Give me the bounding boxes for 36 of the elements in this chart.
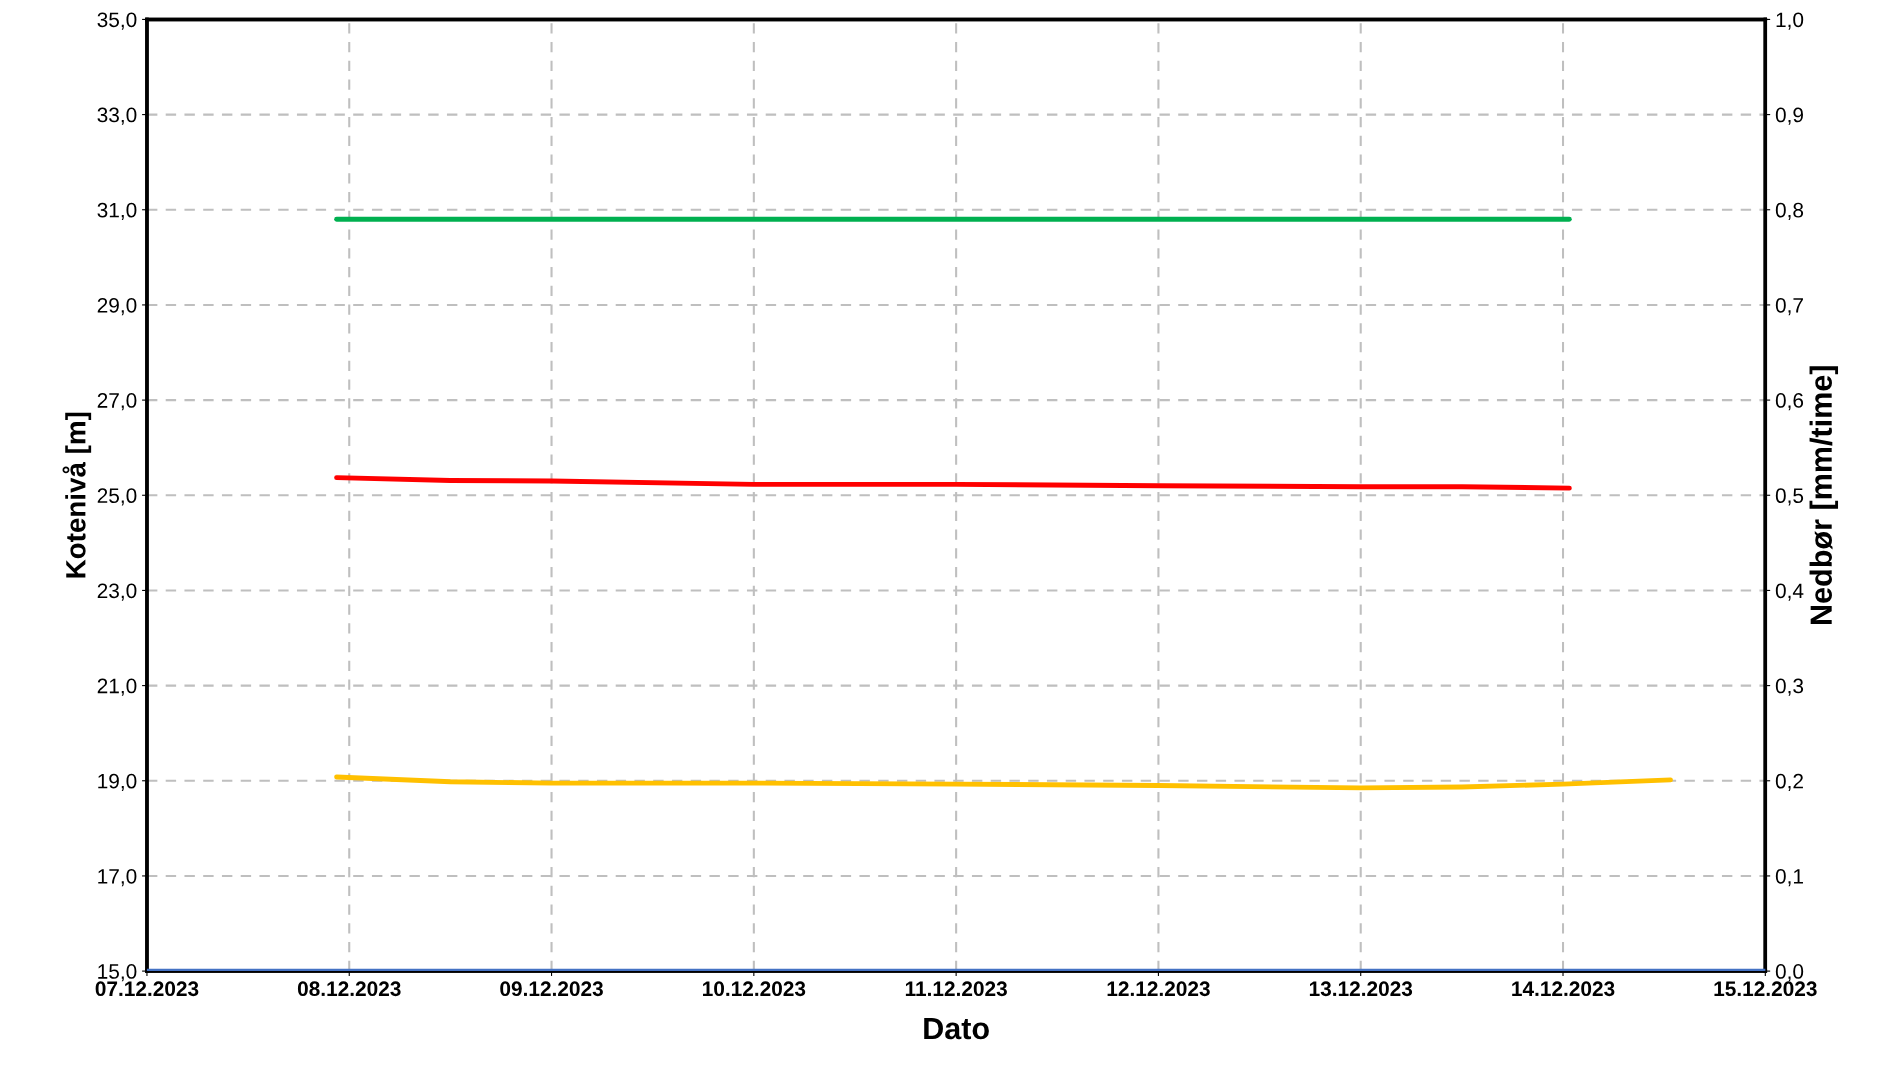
y-tick-label: 35,0	[97, 12, 137, 30]
y-tick-label: 21,0	[97, 678, 137, 696]
y2-tick-label: 0,2	[1775, 773, 1803, 791]
y-tick-label: 27,0	[97, 393, 137, 411]
x-tick-label: 11.12.2023	[905, 981, 1007, 997]
y-tick-label: 33,0	[97, 107, 137, 125]
y2-tick-label: 0,7	[1775, 297, 1803, 316]
y-tick-label: 23,0	[97, 583, 137, 601]
y-axis-title: Kotenivå [m]	[62, 412, 92, 578]
y2-tick-label: 1,0	[1776, 12, 1804, 30]
x-tick-label: 09.12.2023	[500, 981, 603, 997]
y-tick-label: 31,0	[97, 202, 137, 220]
y2-tick-label: 0,1	[1775, 868, 1803, 887]
x-tick-label: 14.12.2023	[1512, 981, 1615, 997]
x-tick-label: 13.12.2023	[1309, 981, 1413, 997]
y2-tick-label: 0,8	[1775, 202, 1804, 220]
y-tick-label: 25,0	[97, 488, 137, 506]
y-tick-label: 29,0	[97, 297, 137, 316]
y2-tick-label: 0,5	[1775, 488, 1804, 506]
y2-axis-title: Nedbør [mm/time]	[1809, 366, 1839, 624]
y2-tick-label: 0,3	[1775, 678, 1804, 696]
x-tick-label: 12.12.2023	[1107, 981, 1210, 997]
x-tick-label: 10.12.2023	[703, 981, 806, 997]
y-tick-label: 15,0	[98, 964, 137, 982]
line-series	[334, 475, 1572, 491]
y2-tick-label: 0,4	[1775, 583, 1804, 601]
x-tick-label: 15.12.2023	[1714, 981, 1817, 997]
y2-tick-label: 0,6	[1775, 393, 1804, 411]
line-series	[334, 774, 1673, 791]
x-axis-title: Dato	[924, 1018, 989, 1040]
x-tick-label: 07.12.2023	[95, 981, 199, 997]
y2-tick-label: 0,9	[1775, 107, 1803, 125]
y-tick-label: 19,0	[98, 773, 137, 791]
x-tick-label: 08.12.2023	[297, 981, 401, 997]
y-tick-label: 17,0	[98, 868, 137, 887]
y2-tick-label: 0,0	[1775, 964, 1804, 982]
